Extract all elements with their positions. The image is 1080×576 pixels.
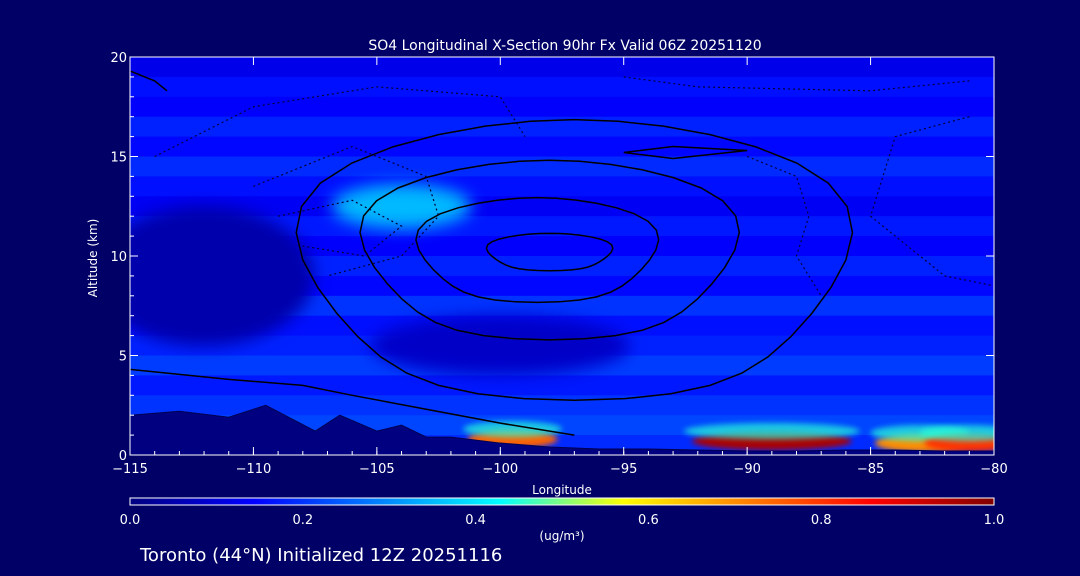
contour-dotted [277, 199, 403, 257]
x-axis: −115 −110 −105 −100 −95 −90 −85 −80 [112, 57, 1008, 477]
low-concentration-region [130, 205, 315, 346]
x-tick-label: −110 [236, 462, 272, 477]
contour-dotted [623, 76, 970, 92]
y-axis: 0 5 10 15 20 [110, 51, 994, 464]
altitude-band [130, 295, 994, 317]
colorbar-tick-label: 0.4 [465, 513, 486, 528]
y-tick-label: 10 [110, 250, 127, 265]
colorbar-tick-label: 0.2 [292, 513, 313, 528]
contour-solid [415, 196, 660, 304]
colorbar-ramp [129, 497, 995, 506]
altitude-band [130, 176, 994, 198]
altitude-band [130, 375, 994, 397]
location-init-line: Toronto (44°N) Initialized 12Z 20251116 [139, 545, 502, 566]
altitude-band [130, 76, 994, 98]
y-tick-label: 15 [110, 151, 127, 166]
altitude-band [130, 156, 994, 178]
contour-solid [130, 70, 168, 92]
plot-area [130, 57, 994, 455]
concentration-halo [463, 420, 563, 438]
x-tick-label: −85 [857, 462, 884, 477]
low-concentration-region [370, 315, 631, 376]
chart-title: SO4 Longitudinal X-Section 90hr Fx Valid… [368, 38, 761, 54]
x-tick-label: −100 [482, 462, 518, 477]
contour-solid [130, 368, 575, 436]
concentration-blobs [130, 184, 994, 453]
colorbar-tick-label: 0.6 [638, 513, 659, 528]
altitude-band [130, 275, 994, 297]
altitude-band [130, 116, 994, 138]
contour-solid [295, 118, 854, 402]
colorbar-tick-label: 0.8 [811, 513, 832, 528]
colorbar-ticks: 0.0 0.2 0.4 0.6 0.8 1.0 [120, 513, 1005, 528]
contour-solid [359, 159, 741, 341]
terrain [130, 404, 994, 455]
altitude-band [130, 136, 994, 158]
colorbar: 0.0 0.2 0.4 0.6 0.8 1.0 (ug/m³) [120, 497, 1005, 543]
x-tick-label: −80 [980, 462, 1007, 477]
y-tick-label: 20 [110, 51, 127, 66]
y-tick-label: 5 [119, 350, 127, 365]
y-axis-label: Altitude (km) [86, 219, 100, 298]
concentration-halo [683, 422, 860, 440]
contour-dotted [869, 116, 994, 287]
concentration-halo [919, 424, 994, 442]
contour-dotted [154, 86, 526, 158]
contour-solid [485, 232, 614, 272]
contour-solid [623, 145, 748, 160]
altitude-band [130, 395, 994, 417]
x-tick-label: −90 [733, 462, 760, 477]
altitude-band [130, 236, 994, 257]
y-tick-label: 0 [119, 449, 127, 464]
contour-dotted [253, 145, 440, 277]
altitude-band [130, 57, 994, 78]
altitude-band [130, 216, 994, 238]
concentration-highlight [331, 184, 472, 229]
contour-lines [130, 70, 994, 436]
terrain-profile [130, 404, 994, 455]
x-tick-label: −105 [359, 462, 395, 477]
contour-dotted [746, 155, 822, 297]
colorbar-units-label: (ug/m³) [539, 529, 584, 543]
x-tick-label: −115 [112, 462, 148, 477]
colorbar-tick-label: 0.0 [120, 513, 141, 528]
x-axis-label: Longitude [532, 483, 592, 497]
x-tick-label: −95 [610, 462, 637, 477]
altitude-band [130, 96, 994, 118]
colorbar-tick-label: 1.0 [984, 513, 1005, 528]
altitude-band [130, 256, 994, 277]
